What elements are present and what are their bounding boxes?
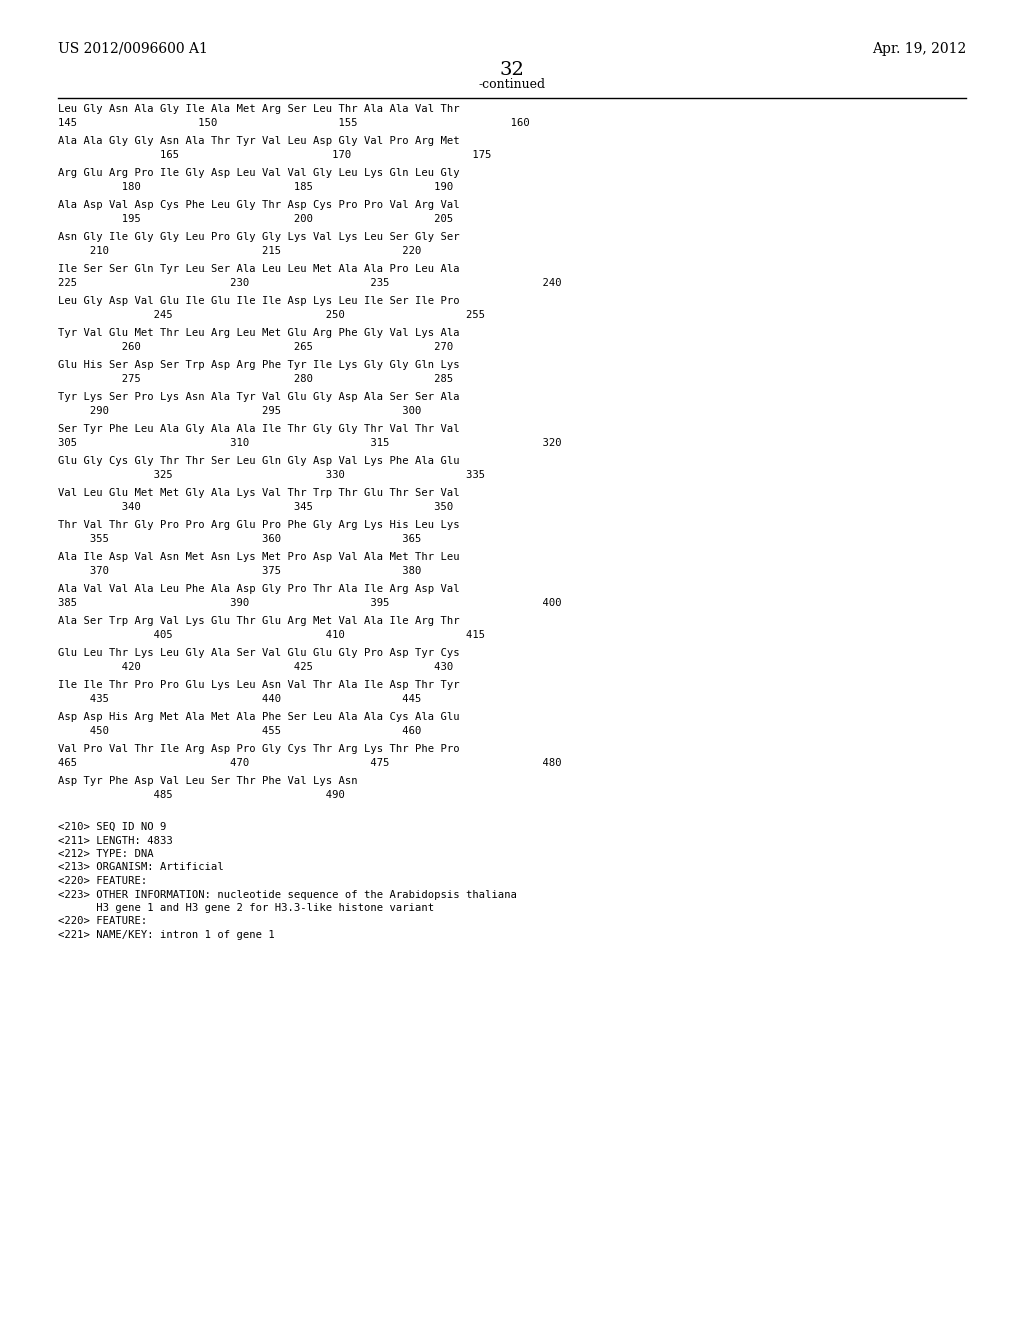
Text: -continued: -continued bbox=[478, 78, 546, 91]
Text: <220> FEATURE:: <220> FEATURE: bbox=[58, 876, 147, 886]
Text: Leu Gly Asp Val Glu Ile Glu Ile Ile Asp Lys Leu Ile Ser Ile Pro: Leu Gly Asp Val Glu Ile Glu Ile Ile Asp … bbox=[58, 296, 460, 306]
Text: Glu Leu Thr Lys Leu Gly Ala Ser Val Glu Glu Gly Pro Asp Tyr Cys: Glu Leu Thr Lys Leu Gly Ala Ser Val Glu … bbox=[58, 648, 460, 657]
Text: 180                        185                   190: 180 185 190 bbox=[58, 182, 454, 191]
Text: US 2012/0096600 A1: US 2012/0096600 A1 bbox=[58, 42, 208, 55]
Text: 210                        215                   220: 210 215 220 bbox=[58, 246, 421, 256]
Text: 370                        375                   380: 370 375 380 bbox=[58, 566, 421, 576]
Text: 165                        170                   175: 165 170 175 bbox=[58, 150, 492, 160]
Text: Tyr Lys Ser Pro Lys Asn Ala Tyr Val Glu Gly Asp Ala Ser Ser Ala: Tyr Lys Ser Pro Lys Asn Ala Tyr Val Glu … bbox=[58, 392, 460, 403]
Text: 275                        280                   285: 275 280 285 bbox=[58, 374, 454, 384]
Text: Glu Gly Cys Gly Thr Thr Ser Leu Gln Gly Asp Val Lys Phe Ala Glu: Glu Gly Cys Gly Thr Thr Ser Leu Gln Gly … bbox=[58, 455, 460, 466]
Text: Ala Ala Gly Gly Asn Ala Thr Tyr Val Leu Asp Gly Val Pro Arg Met: Ala Ala Gly Gly Asn Ala Thr Tyr Val Leu … bbox=[58, 136, 460, 147]
Text: 355                        360                   365: 355 360 365 bbox=[58, 535, 421, 544]
Text: Asp Asp His Arg Met Ala Met Ala Phe Ser Leu Ala Ala Cys Ala Glu: Asp Asp His Arg Met Ala Met Ala Phe Ser … bbox=[58, 711, 460, 722]
Text: Leu Gly Asn Ala Gly Ile Ala Met Arg Ser Leu Thr Ala Ala Val Thr: Leu Gly Asn Ala Gly Ile Ala Met Arg Ser … bbox=[58, 104, 460, 114]
Text: Val Pro Val Thr Ile Arg Asp Pro Gly Cys Thr Arg Lys Thr Phe Pro: Val Pro Val Thr Ile Arg Asp Pro Gly Cys … bbox=[58, 744, 460, 754]
Text: Tyr Val Glu Met Thr Leu Arg Leu Met Glu Arg Phe Gly Val Lys Ala: Tyr Val Glu Met Thr Leu Arg Leu Met Glu … bbox=[58, 327, 460, 338]
Text: Ala Asp Val Asp Cys Phe Leu Gly Thr Asp Cys Pro Pro Val Arg Val: Ala Asp Val Asp Cys Phe Leu Gly Thr Asp … bbox=[58, 201, 460, 210]
Text: Ile Ile Thr Pro Pro Glu Lys Leu Asn Val Thr Ala Ile Asp Thr Tyr: Ile Ile Thr Pro Pro Glu Lys Leu Asn Val … bbox=[58, 680, 460, 690]
Text: Thr Val Thr Gly Pro Pro Arg Glu Pro Phe Gly Arg Lys His Leu Lys: Thr Val Thr Gly Pro Pro Arg Glu Pro Phe … bbox=[58, 520, 460, 531]
Text: 450                        455                   460: 450 455 460 bbox=[58, 726, 421, 737]
Text: Val Leu Glu Met Met Gly Ala Lys Val Thr Trp Thr Glu Thr Ser Val: Val Leu Glu Met Met Gly Ala Lys Val Thr … bbox=[58, 488, 460, 498]
Text: 305                        310                   315                        320: 305 310 315 320 bbox=[58, 438, 561, 447]
Text: 435                        440                   445: 435 440 445 bbox=[58, 694, 421, 704]
Text: Ala Ser Trp Arg Val Lys Glu Thr Glu Arg Met Val Ala Ile Arg Thr: Ala Ser Trp Arg Val Lys Glu Thr Glu Arg … bbox=[58, 616, 460, 626]
Text: 485                        490: 485 490 bbox=[58, 789, 345, 800]
Text: 465                        470                   475                        480: 465 470 475 480 bbox=[58, 758, 561, 768]
Text: Glu His Ser Asp Ser Trp Asp Arg Phe Tyr Ile Lys Gly Gly Gln Lys: Glu His Ser Asp Ser Trp Asp Arg Phe Tyr … bbox=[58, 360, 460, 370]
Text: 145                   150                   155                        160: 145 150 155 160 bbox=[58, 117, 529, 128]
Text: Asp Tyr Phe Asp Val Leu Ser Thr Phe Val Lys Asn: Asp Tyr Phe Asp Val Leu Ser Thr Phe Val … bbox=[58, 776, 357, 785]
Text: 405                        410                   415: 405 410 415 bbox=[58, 630, 485, 640]
Text: Arg Glu Arg Pro Ile Gly Asp Leu Val Val Gly Leu Lys Gln Leu Gly: Arg Glu Arg Pro Ile Gly Asp Leu Val Val … bbox=[58, 168, 460, 178]
Text: 290                        295                   300: 290 295 300 bbox=[58, 407, 421, 416]
Text: <223> OTHER INFORMATION: nucleotide sequence of the Arabidopsis thaliana: <223> OTHER INFORMATION: nucleotide sequ… bbox=[58, 890, 517, 899]
Text: H3 gene 1 and H3 gene 2 for H3.3-like histone variant: H3 gene 1 and H3 gene 2 for H3.3-like hi… bbox=[58, 903, 434, 913]
Text: 420                        425                   430: 420 425 430 bbox=[58, 663, 454, 672]
Text: 245                        250                   255: 245 250 255 bbox=[58, 310, 485, 319]
Text: 260                        265                   270: 260 265 270 bbox=[58, 342, 454, 352]
Text: Ala Val Val Ala Leu Phe Ala Asp Gly Pro Thr Ala Ile Arg Asp Val: Ala Val Val Ala Leu Phe Ala Asp Gly Pro … bbox=[58, 583, 460, 594]
Text: 195                        200                   205: 195 200 205 bbox=[58, 214, 454, 224]
Text: Ile Ser Ser Gln Tyr Leu Ser Ala Leu Leu Met Ala Ala Pro Leu Ala: Ile Ser Ser Gln Tyr Leu Ser Ala Leu Leu … bbox=[58, 264, 460, 275]
Text: Ser Tyr Phe Leu Ala Gly Ala Ala Ile Thr Gly Gly Thr Val Thr Val: Ser Tyr Phe Leu Ala Gly Ala Ala Ile Thr … bbox=[58, 424, 460, 434]
Text: <213> ORGANISM: Artificial: <213> ORGANISM: Artificial bbox=[58, 862, 224, 873]
Text: <221> NAME/KEY: intron 1 of gene 1: <221> NAME/KEY: intron 1 of gene 1 bbox=[58, 931, 274, 940]
Text: Ala Ile Asp Val Asn Met Asn Lys Met Pro Asp Val Ala Met Thr Leu: Ala Ile Asp Val Asn Met Asn Lys Met Pro … bbox=[58, 552, 460, 562]
Text: 325                        330                   335: 325 330 335 bbox=[58, 470, 485, 480]
Text: <220> FEATURE:: <220> FEATURE: bbox=[58, 916, 147, 927]
Text: <212> TYPE: DNA: <212> TYPE: DNA bbox=[58, 849, 154, 859]
Text: Apr. 19, 2012: Apr. 19, 2012 bbox=[871, 42, 966, 55]
Text: 225                        230                   235                        240: 225 230 235 240 bbox=[58, 279, 561, 288]
Text: <210> SEQ ID NO 9: <210> SEQ ID NO 9 bbox=[58, 822, 166, 832]
Text: <211> LENGTH: 4833: <211> LENGTH: 4833 bbox=[58, 836, 173, 846]
Text: 32: 32 bbox=[500, 61, 524, 79]
Text: 340                        345                   350: 340 345 350 bbox=[58, 502, 454, 512]
Text: 385                        390                   395                        400: 385 390 395 400 bbox=[58, 598, 561, 609]
Text: Asn Gly Ile Gly Gly Leu Pro Gly Gly Lys Val Lys Leu Ser Gly Ser: Asn Gly Ile Gly Gly Leu Pro Gly Gly Lys … bbox=[58, 232, 460, 242]
